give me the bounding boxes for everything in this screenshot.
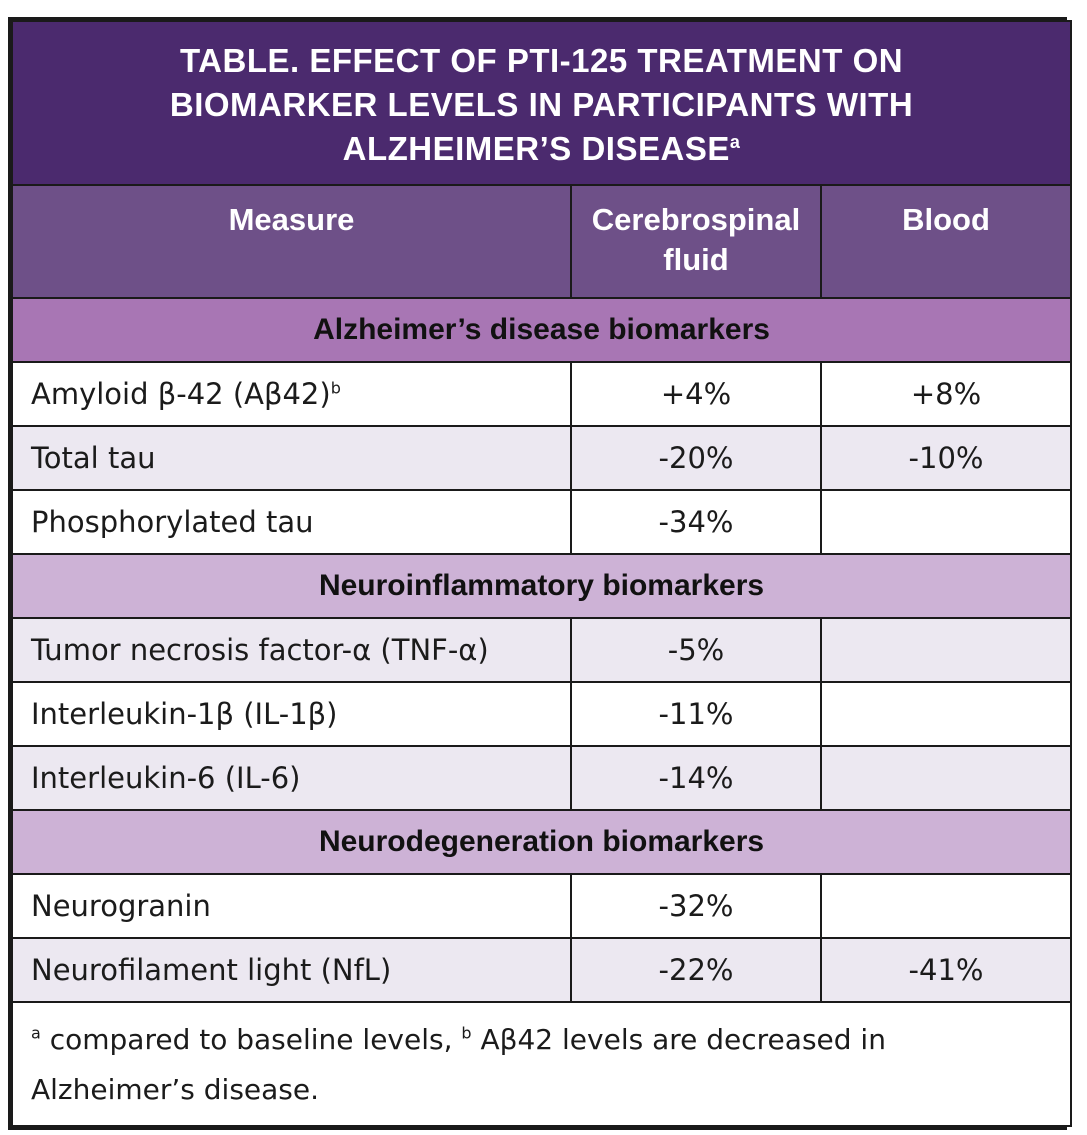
- csf-value: -11%: [570, 681, 822, 747]
- footnote-marker-b: b: [461, 1023, 472, 1043]
- csf-value: -22%: [570, 937, 822, 1003]
- table-row: Total tau -20% -10%: [11, 425, 1073, 491]
- table: TABLE. EFFECT OF PTI-125 TREATMENT ON BI…: [10, 20, 1073, 1127]
- blood-value: +8%: [819, 361, 1073, 427]
- blood-value: [819, 617, 1073, 683]
- csf-value: -5%: [570, 617, 822, 683]
- blood-value: [819, 681, 1073, 747]
- table-row: Interleukin-1β (IL-1β) -11%: [11, 681, 1073, 747]
- table-row: Amyloid β-42 (Aβ42)b +4% +8%: [11, 361, 1073, 427]
- column-header-csf: Cerebrospinal fluid: [570, 184, 822, 299]
- measure-cell: Interleukin-1β (IL-1β): [11, 681, 572, 747]
- csf-value: -14%: [570, 745, 822, 811]
- table-row: Interleukin-6 (IL-6) -14%: [11, 745, 1073, 811]
- csf-line-1: Cerebrospinal: [591, 202, 801, 237]
- csf-value: -34%: [570, 489, 822, 555]
- blood-value: -41%: [819, 937, 1073, 1003]
- blood-value: -10%: [819, 425, 1073, 491]
- column-header-row: Measure Cerebrospinal fluid Blood: [11, 184, 1073, 299]
- table-row: Neurofilament light (NfL) -22% -41%: [11, 937, 1073, 1003]
- measure-cell: Neurofilament light (NfL): [11, 937, 572, 1003]
- table-footnote: a compared to baseline levels, b Aβ42 le…: [10, 1001, 1073, 1127]
- csf-value: +4%: [570, 361, 822, 427]
- measure-superscript: b: [330, 378, 341, 398]
- title-line-3: ALZHEIMER’S DISEASEa: [342, 130, 741, 167]
- blood-value: [819, 745, 1073, 811]
- measure-cell: Tumor necrosis factor-α (TNF-α): [11, 617, 572, 683]
- biomarker-table: TABLE. EFFECT OF PTI-125 TREATMENT ON BI…: [8, 17, 1073, 1130]
- table-row: Tumor necrosis factor-α (TNF-α) -5%: [11, 617, 1073, 683]
- measure-label: Amyloid β-42 (Aβ42): [31, 377, 331, 411]
- table-title: TABLE. EFFECT OF PTI-125 TREATMENT ON BI…: [10, 20, 1073, 186]
- section-neurodegeneration-biomarkers: Neurodegeneration biomarkers: [10, 809, 1073, 875]
- measure-cell: Total tau: [11, 425, 572, 491]
- measure-cell: Neurogranin: [11, 873, 572, 939]
- measure-cell: Interleukin-6 (IL-6): [11, 745, 572, 811]
- section-neuroinflammatory-biomarkers: Neuroinflammatory biomarkers: [10, 553, 1073, 619]
- measure-cell: Phosphorylated tau: [11, 489, 572, 555]
- section-header-row: Neuroinflammatory biomarkers: [10, 553, 1073, 619]
- footnote-text-b: Aβ42 levels are decreased in Alzheimer’s…: [31, 1023, 886, 1106]
- footnote-text-a: compared to baseline levels,: [40, 1023, 462, 1056]
- section-alzheimers-biomarkers: Alzheimer’s disease biomarkers: [10, 297, 1073, 363]
- table-row: Neurogranin -32%: [11, 873, 1073, 939]
- title-row: TABLE. EFFECT OF PTI-125 TREATMENT ON BI…: [10, 20, 1073, 186]
- title-superscript: a: [729, 132, 741, 152]
- section-header-row: Neurodegeneration biomarkers: [10, 809, 1073, 875]
- csf-line-2: fluid: [663, 242, 729, 277]
- title-line-1: TABLE. EFFECT OF PTI-125 TREATMENT ON: [179, 42, 904, 79]
- table-row: Phosphorylated tau -34%: [11, 489, 1073, 555]
- footnote-row: a compared to baseline levels, b Aβ42 le…: [10, 1001, 1073, 1127]
- section-header-row: Alzheimer’s disease biomarkers: [10, 297, 1073, 363]
- footnote-marker-a: a: [31, 1023, 41, 1043]
- measure-cell: Amyloid β-42 (Aβ42)b: [11, 361, 572, 427]
- csf-value: -20%: [570, 425, 822, 491]
- blood-value: [819, 489, 1073, 555]
- column-header-measure: Measure: [11, 184, 572, 299]
- blood-value: [819, 873, 1073, 939]
- csf-value: -32%: [570, 873, 822, 939]
- title-line-2: BIOMARKER LEVELS IN PARTICIPANTS WITH: [169, 86, 914, 123]
- column-header-blood: Blood: [819, 184, 1073, 299]
